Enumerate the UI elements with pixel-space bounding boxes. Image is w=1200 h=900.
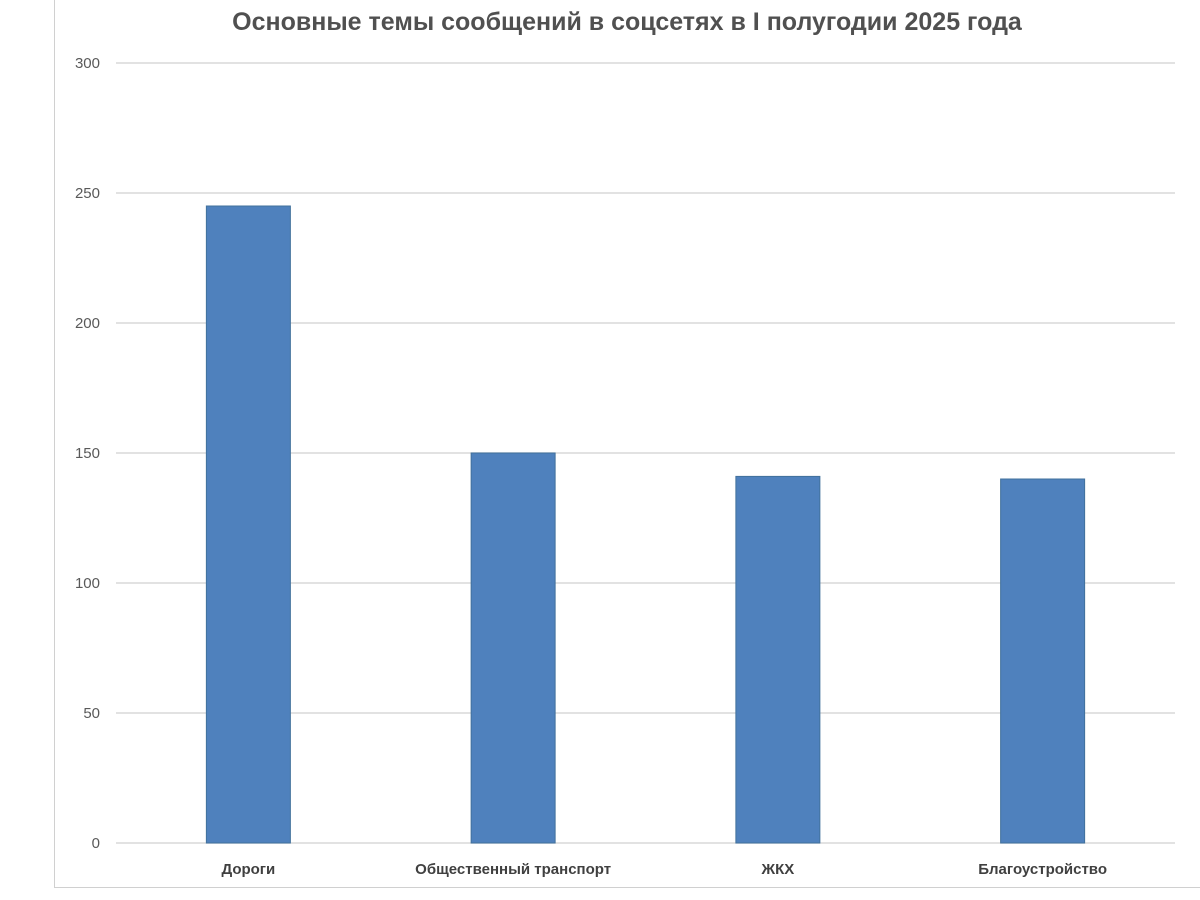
y-axis-ticks: 0 50 100 150 200 250 300: [75, 55, 100, 852]
x-tick-label: Благоустройство: [978, 861, 1107, 878]
bar: [470, 452, 556, 844]
x-tick-label: ЖКХ: [761, 861, 795, 878]
y-tick-label: 300: [75, 55, 100, 72]
x-tick-label: Общественный транспорт: [415, 861, 611, 878]
bars: [205, 205, 1086, 844]
x-tick-label: Дороги: [221, 861, 275, 878]
bar: [205, 205, 291, 844]
x-axis-ticks: Дороги Общественный транспорт ЖКХ Благоустр…: [221, 861, 1107, 878]
y-tick-label: 200: [75, 315, 100, 332]
chart-frame: [54, 0, 1200, 888]
y-tick-label: 0: [92, 835, 100, 852]
y-tick-label: 150: [75, 445, 100, 462]
bar: [735, 475, 821, 844]
y-tick-label: 250: [75, 185, 100, 202]
y-tick-label: 50: [83, 705, 100, 722]
y-tick-label: 100: [75, 575, 100, 592]
bar: [1000, 478, 1086, 844]
gridlines: [116, 62, 1175, 844]
chart-title: Основные темы сообщений в соцсетях в I п…: [232, 8, 1023, 36]
